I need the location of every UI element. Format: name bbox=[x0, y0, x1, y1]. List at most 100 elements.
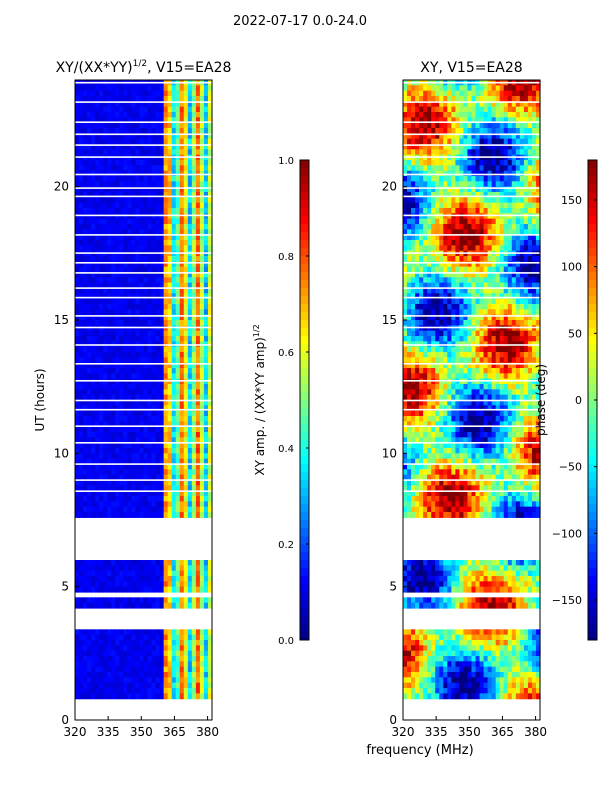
heatmap-cell bbox=[123, 362, 128, 369]
heatmap-cell bbox=[99, 234, 104, 241]
heatmap-cell bbox=[115, 197, 120, 204]
heatmap-cell bbox=[207, 405, 213, 412]
data-gap-line bbox=[75, 173, 212, 176]
heatmap-cell bbox=[207, 634, 213, 641]
heatmap-cell bbox=[191, 650, 197, 657]
heatmap-cell bbox=[515, 202, 521, 209]
heatmap-cell bbox=[163, 453, 169, 460]
heatmap-cell bbox=[415, 160, 420, 166]
heatmap-cell bbox=[167, 560, 173, 566]
heatmap-cell bbox=[139, 133, 145, 140]
heatmap-cell bbox=[183, 448, 189, 454]
heatmap-cell bbox=[123, 106, 128, 113]
heatmap-cell bbox=[123, 138, 128, 145]
colorbar-segment bbox=[300, 512, 309, 521]
heatmap-cell bbox=[503, 266, 509, 273]
heatmap-cell bbox=[531, 181, 537, 188]
heatmap-cell bbox=[163, 240, 169, 246]
heatmap-cell bbox=[531, 256, 537, 262]
heatmap-cell bbox=[207, 336, 213, 342]
heatmap-cell bbox=[99, 656, 104, 662]
heatmap-cell bbox=[419, 122, 424, 129]
heatmap-cell bbox=[191, 309, 197, 316]
heatmap-cell bbox=[87, 170, 92, 177]
heatmap-cell bbox=[435, 149, 440, 156]
heatmap-cell bbox=[155, 672, 161, 678]
heatmap-cell bbox=[79, 117, 84, 124]
heatmap-cell bbox=[115, 266, 120, 273]
heatmap-cell bbox=[415, 229, 420, 236]
heatmap-cell bbox=[143, 453, 149, 460]
heatmap-cell bbox=[487, 85, 493, 92]
heatmap-cell bbox=[507, 90, 513, 97]
heatmap-cell bbox=[103, 602, 108, 609]
heatmap-cell bbox=[151, 677, 157, 684]
heatmap-cell bbox=[463, 144, 469, 150]
heatmap-cell bbox=[203, 506, 209, 513]
heatmap-cell bbox=[131, 320, 137, 326]
heatmap-cell bbox=[147, 362, 153, 369]
heatmap-cell bbox=[435, 85, 440, 92]
heatmap-cell bbox=[527, 224, 533, 230]
heatmap-cell bbox=[163, 213, 169, 220]
heatmap-cell bbox=[123, 144, 128, 150]
heatmap-cell bbox=[103, 389, 108, 396]
heatmap-cell bbox=[107, 117, 112, 124]
heatmap-cell bbox=[171, 218, 177, 225]
heatmap-cell bbox=[83, 224, 88, 230]
heatmap-cell bbox=[131, 506, 137, 513]
heatmap-cell bbox=[175, 448, 181, 454]
heatmap-cell bbox=[103, 245, 108, 252]
heatmap-cell bbox=[455, 234, 461, 241]
heatmap-cell bbox=[415, 202, 420, 209]
heatmap-cell bbox=[95, 490, 100, 497]
heatmap-cell bbox=[183, 506, 189, 513]
heatmap-cell bbox=[187, 277, 193, 284]
heatmap-cell bbox=[111, 570, 116, 577]
heatmap-cell bbox=[179, 272, 185, 278]
colorbar-segment bbox=[300, 464, 309, 473]
heatmap-cell bbox=[179, 432, 185, 438]
heatmap-cell bbox=[431, 160, 436, 166]
heatmap-cell bbox=[463, 272, 469, 278]
heatmap-cell bbox=[163, 208, 169, 214]
heatmap-cell bbox=[99, 272, 104, 278]
heatmap-cell bbox=[515, 133, 521, 140]
heatmap-cell bbox=[163, 512, 169, 518]
heatmap-cell bbox=[103, 330, 108, 337]
heatmap-cell bbox=[451, 144, 456, 150]
heatmap-cell bbox=[535, 96, 541, 102]
heatmap-cell bbox=[127, 378, 133, 385]
heatmap-cell bbox=[527, 208, 533, 214]
heatmap-cell bbox=[427, 277, 432, 284]
heatmap-cell bbox=[135, 314, 141, 321]
heatmap-cell bbox=[99, 85, 104, 92]
heatmap-cell bbox=[99, 490, 104, 497]
heatmap-cell bbox=[91, 330, 96, 337]
heatmap-cell bbox=[91, 309, 96, 316]
heatmap-cell bbox=[115, 501, 120, 508]
heatmap-cell bbox=[531, 144, 537, 150]
heatmap-cell bbox=[79, 197, 84, 204]
heatmap-cell bbox=[123, 197, 128, 204]
heatmap-cell bbox=[139, 400, 145, 406]
heatmap-cell bbox=[455, 101, 461, 108]
heatmap-cell bbox=[163, 448, 169, 454]
heatmap-cell bbox=[95, 437, 100, 444]
heatmap-cell bbox=[155, 362, 161, 369]
heatmap-cell bbox=[451, 197, 456, 204]
heatmap-cell bbox=[119, 576, 124, 582]
heatmap-cell bbox=[159, 677, 165, 684]
heatmap-cell bbox=[491, 149, 497, 156]
heatmap-cell bbox=[91, 218, 96, 225]
heatmap-cell bbox=[131, 629, 137, 636]
heatmap-cell bbox=[415, 122, 420, 129]
heatmap-cell bbox=[419, 266, 424, 273]
heatmap-cell bbox=[471, 186, 477, 193]
heatmap-cell bbox=[115, 666, 120, 673]
heatmap-cell bbox=[75, 160, 80, 166]
heatmap-cell bbox=[143, 373, 149, 380]
heatmap-cell bbox=[435, 106, 440, 113]
heatmap-cell bbox=[495, 96, 501, 102]
heatmap-cell bbox=[491, 245, 497, 252]
